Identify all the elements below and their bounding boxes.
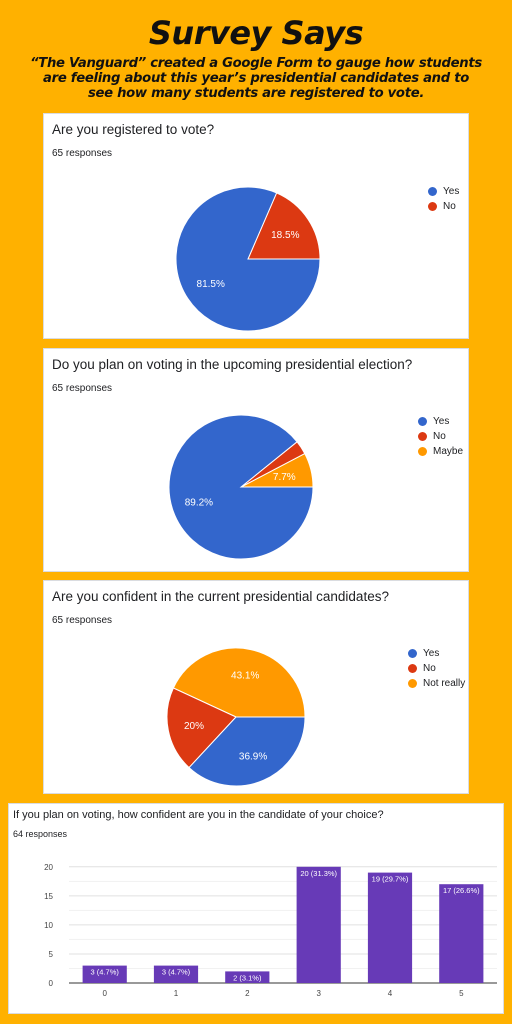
- legend-swatch: [418, 417, 427, 426]
- legend-label: Yes: [423, 648, 440, 659]
- bar-data-label: 3 (4.7%): [162, 968, 191, 977]
- page-subtitle: “The Vanguard” created a Google Form to …: [30, 56, 482, 101]
- bar-3: [296, 866, 341, 983]
- legend: Yes No Maybe: [418, 414, 463, 459]
- chart-title: Are you confident in the current preside…: [52, 589, 389, 604]
- chart-card-candidate-confidence: If you plan on voting, how confident are…: [8, 803, 504, 1014]
- x-tick-label: 3: [316, 989, 321, 998]
- legend-label: No: [433, 431, 446, 442]
- legend: Yes No Not really: [408, 646, 465, 691]
- pie-slice-no: [247, 192, 321, 260]
- legend-label: Not really: [423, 678, 466, 689]
- bar-1: [153, 965, 199, 983]
- legend-label: Maybe: [433, 446, 464, 457]
- legend-item-no: No: [418, 429, 463, 444]
- legend-swatch: [408, 649, 417, 658]
- legend-item-no: No: [408, 661, 465, 676]
- y-tick-label: 5: [49, 950, 54, 959]
- legend-label: No: [423, 663, 436, 674]
- y-tick-label: 20: [44, 863, 53, 872]
- response-count: 65 responses: [52, 148, 113, 159]
- pie-chart-confidence: 43.1% 20% 36.9%: [166, 647, 306, 787]
- pie-slice-label: 20%: [184, 721, 204, 732]
- pie-slice-label: 81.5%: [197, 279, 225, 290]
- y-tick-label: 10: [44, 921, 53, 930]
- response-count: 65 responses: [52, 383, 113, 394]
- y-tick-label: 15: [44, 892, 53, 901]
- legend-swatch: [408, 679, 417, 688]
- bar-5: [439, 884, 484, 983]
- bar-0: [82, 965, 127, 983]
- legend-item-yes: Yes: [418, 414, 463, 429]
- page-title: Survey Says: [148, 14, 364, 52]
- x-tick-label: 1: [174, 989, 179, 998]
- bar-data-label: 20 (31.3%): [300, 869, 337, 878]
- pie-slice-label: 36.9%: [239, 752, 267, 763]
- legend-swatch: [428, 202, 437, 211]
- response-count: 64 responses: [13, 829, 68, 839]
- pie-slice-yes: [168, 414, 314, 560]
- legend-item-no: No: [428, 199, 459, 214]
- legend-swatch: [428, 187, 437, 196]
- x-tick-label: 5: [459, 989, 464, 998]
- chart-title: Are you registered to vote?: [52, 122, 215, 137]
- x-tick-label: 4: [388, 989, 393, 998]
- legend-item-maybe: Maybe: [418, 444, 463, 459]
- chart-card-registered: Are you registered to vote? 65 responses…: [43, 113, 469, 339]
- pie-slice-label: 7.7%: [273, 472, 296, 483]
- legend-swatch: [418, 432, 427, 441]
- legend-item-yes: Yes: [408, 646, 465, 661]
- pie-chart-plan-voting: 7.7% 89.2%: [168, 414, 314, 560]
- x-tick-label: 0: [102, 989, 107, 998]
- pie-slice-label: 89.2%: [185, 497, 213, 508]
- chart-title: If you plan on voting, how confident are…: [13, 809, 384, 821]
- pie-slice-not-really: [172, 647, 306, 718]
- legend-label: No: [443, 201, 456, 212]
- bar-4: [367, 872, 413, 983]
- pie-slice-yes: [175, 186, 321, 332]
- bar-data-label: 17 (26.6%): [443, 886, 480, 895]
- bar-data-label: 2 (3.1%): [233, 973, 262, 982]
- chart-title: Do you plan on voting in the upcoming pr…: [52, 357, 413, 372]
- legend-label: Yes: [433, 416, 450, 427]
- chart-card-plan-voting: Do you plan on voting in the upcoming pr…: [43, 348, 469, 572]
- pie-slice-label: 43.1%: [231, 671, 259, 682]
- pie-slice-no: [166, 687, 237, 769]
- pie-slice-label: 18.5%: [271, 230, 299, 241]
- legend-item-not-really: Not really: [408, 676, 465, 691]
- legend-label: Yes: [443, 186, 460, 197]
- pie-chart-registered: 18.5% 81.5%: [175, 186, 321, 332]
- bar-data-label: 19 (29.7%): [372, 875, 409, 884]
- y-tick-label: 0: [49, 979, 54, 988]
- bar-data-label: 3 (4.7%): [91, 968, 120, 977]
- bar-chart-candidate-confidence: 0 5 10 15 20 3 (4.7%) 0 3 (4.7%) 1 2 (3.1%) 2 20 (3…: [44, 863, 497, 998]
- legend-swatch: [418, 447, 427, 456]
- legend: Yes No: [428, 184, 459, 214]
- bar-2: [225, 971, 270, 983]
- chart-card-confidence: Are you confident in the current preside…: [43, 580, 469, 794]
- pie-slice-yes: [188, 716, 306, 787]
- response-count: 65 responses: [52, 615, 113, 626]
- legend-swatch: [408, 664, 417, 673]
- x-tick-label: 2: [245, 989, 250, 998]
- legend-item-yes: Yes: [428, 184, 459, 199]
